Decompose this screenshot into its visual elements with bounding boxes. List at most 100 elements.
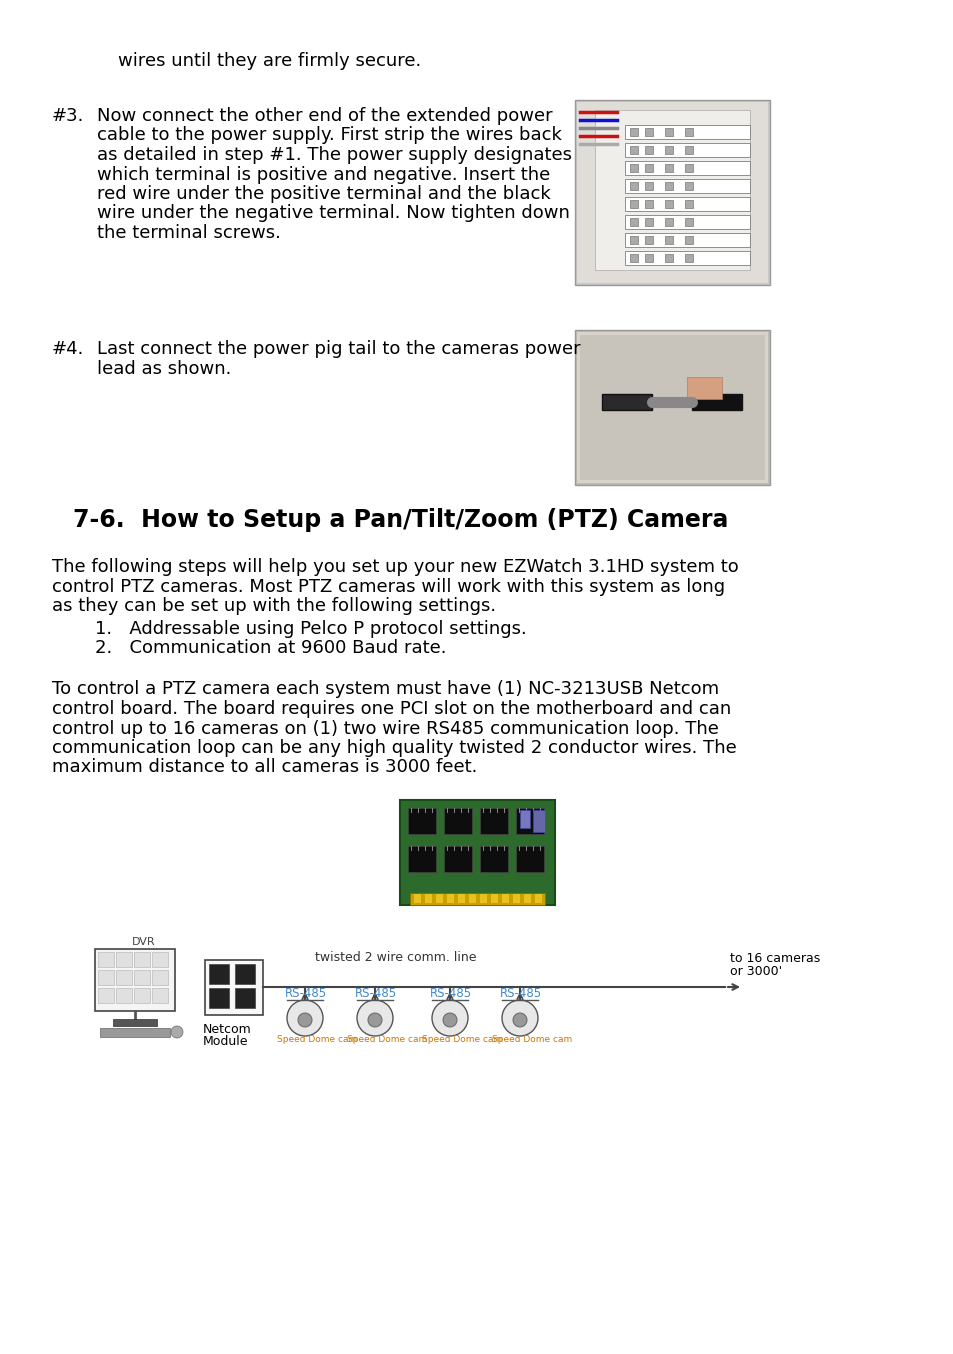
Text: #4.: #4.	[52, 340, 84, 357]
Circle shape	[442, 1013, 456, 1026]
Text: maximum distance to all cameras is 3000 feet.: maximum distance to all cameras is 3000 …	[52, 758, 476, 776]
Bar	[664, 255, 672, 263]
Text: RS-485: RS-485	[355, 987, 396, 1001]
Circle shape	[356, 1001, 393, 1036]
Bar	[399, 800, 555, 904]
Bar	[116, 988, 132, 1003]
Text: 7-6.  How to Setup a Pan/Tilt/Zoom (PTZ) Camera: 7-6. How to Setup a Pan/Tilt/Zoom (PTZ) …	[73, 508, 727, 532]
Bar	[644, 200, 652, 209]
Text: control up to 16 cameras on (1) two wire RS485 communication loop. The: control up to 16 cameras on (1) two wire…	[52, 719, 719, 738]
Bar	[457, 894, 464, 903]
Bar	[408, 846, 436, 872]
Bar	[533, 810, 544, 831]
Bar	[664, 236, 672, 244]
Bar	[414, 894, 420, 903]
Bar	[629, 218, 638, 226]
Bar	[664, 164, 672, 172]
Bar	[133, 969, 150, 984]
Bar	[98, 969, 113, 984]
Bar	[644, 236, 652, 244]
Bar	[133, 952, 150, 967]
Bar	[209, 964, 229, 984]
Text: wires until they are firmly secure.: wires until they are firmly secure.	[95, 51, 421, 70]
Bar	[209, 988, 229, 1007]
Bar	[469, 894, 476, 903]
Bar	[579, 334, 764, 481]
Text: Speed Dome cam: Speed Dome cam	[492, 1034, 572, 1044]
Bar	[410, 894, 544, 904]
Bar	[443, 808, 472, 834]
Text: RS-485: RS-485	[430, 987, 472, 1001]
Bar	[152, 988, 168, 1003]
Bar	[629, 129, 638, 135]
Bar	[624, 233, 749, 246]
Bar	[479, 894, 486, 903]
Bar	[577, 332, 767, 483]
Bar	[629, 181, 638, 190]
Bar	[624, 215, 749, 229]
Bar	[629, 255, 638, 263]
Text: as detailed in step #1. The power supply designates: as detailed in step #1. The power supply…	[97, 146, 572, 164]
Circle shape	[171, 1026, 183, 1039]
Bar	[664, 181, 672, 190]
Bar	[501, 894, 509, 903]
Text: #3.: #3.	[52, 107, 84, 125]
Text: lead as shown.: lead as shown.	[97, 360, 232, 378]
Text: as they can be set up with the following settings.: as they can be set up with the following…	[52, 597, 496, 615]
Bar	[684, 164, 692, 172]
Text: Speed Dome cam: Speed Dome cam	[276, 1034, 356, 1044]
Bar	[644, 181, 652, 190]
Bar	[624, 196, 749, 211]
Bar	[684, 255, 692, 263]
Bar	[112, 1020, 157, 1026]
Circle shape	[501, 1001, 537, 1036]
Bar	[234, 964, 254, 984]
Bar	[516, 846, 543, 872]
Bar	[644, 255, 652, 263]
Bar	[691, 394, 741, 410]
Bar	[684, 181, 692, 190]
Bar	[684, 218, 692, 226]
Bar	[601, 394, 651, 410]
Text: Module: Module	[203, 1034, 248, 1048]
Bar	[624, 179, 749, 194]
Text: Speed Dome cam: Speed Dome cam	[421, 1034, 501, 1044]
Text: wire under the negative terminal. Now tighten down: wire under the negative terminal. Now ti…	[97, 204, 569, 222]
Circle shape	[368, 1013, 381, 1026]
Text: Last connect the power pig tail to the cameras power: Last connect the power pig tail to the c…	[97, 340, 580, 357]
Bar	[577, 102, 767, 283]
Bar	[624, 125, 749, 139]
Circle shape	[513, 1013, 526, 1026]
Bar	[644, 129, 652, 135]
Bar	[491, 894, 497, 903]
Circle shape	[297, 1013, 312, 1026]
Bar	[624, 144, 749, 157]
Text: cable to the power supply. First strip the wires back: cable to the power supply. First strip t…	[97, 126, 561, 145]
Bar	[575, 330, 769, 485]
Bar	[205, 960, 263, 1016]
Bar	[664, 218, 672, 226]
Bar	[575, 100, 769, 284]
Text: communication loop can be any high quality twisted 2 conductor wires. The: communication loop can be any high quali…	[52, 739, 736, 757]
Text: The following steps will help you set up your new EZWatch 3.1HD system to: The following steps will help you set up…	[52, 558, 738, 575]
Circle shape	[432, 1001, 468, 1036]
Text: Speed Dome cam: Speed Dome cam	[347, 1034, 427, 1044]
Bar	[479, 808, 507, 834]
Bar	[684, 200, 692, 209]
Bar	[624, 250, 749, 265]
Bar	[152, 952, 168, 967]
Bar	[98, 988, 113, 1003]
Bar	[629, 200, 638, 209]
Bar	[443, 846, 472, 872]
Bar	[98, 952, 113, 967]
Text: To control a PTZ camera each system must have (1) NC-3213USB Netcom: To control a PTZ camera each system must…	[52, 681, 719, 699]
Bar	[424, 894, 432, 903]
Bar	[447, 894, 454, 903]
Bar	[624, 161, 749, 175]
Text: Netcom: Netcom	[203, 1024, 252, 1036]
Bar	[686, 376, 721, 399]
Bar	[684, 236, 692, 244]
Bar	[644, 146, 652, 154]
Bar	[684, 129, 692, 135]
Bar	[133, 988, 150, 1003]
